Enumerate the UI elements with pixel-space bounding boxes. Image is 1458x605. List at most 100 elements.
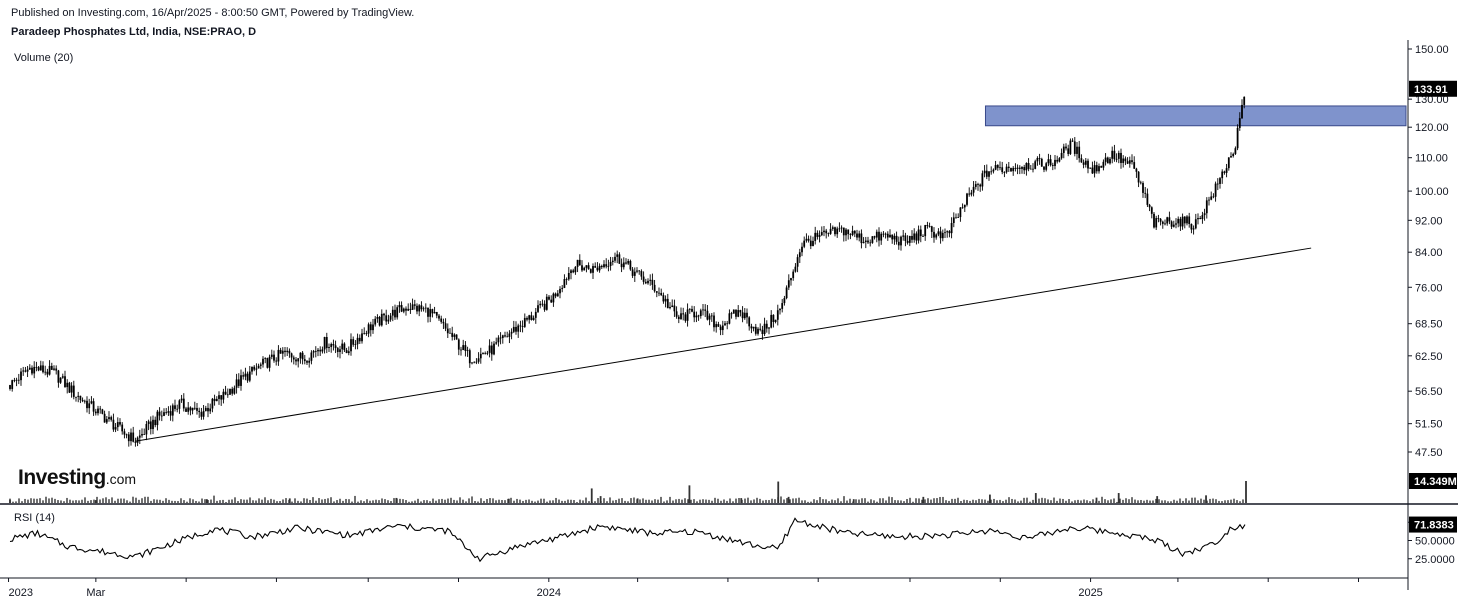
price-candle <box>255 368 258 370</box>
price-candle <box>981 173 984 187</box>
price-candle <box>578 259 581 266</box>
price-candle <box>1234 148 1237 154</box>
logo-suffix: .com <box>105 471 137 487</box>
price-candle <box>583 267 586 271</box>
volume-bar <box>762 500 764 503</box>
volume-bar <box>456 500 458 503</box>
volume-bar <box>501 500 503 503</box>
volume-bars <box>9 481 1247 503</box>
price-candle <box>64 376 66 388</box>
volume-bar <box>1209 498 1211 503</box>
volume-bar <box>159 499 161 503</box>
price-candle <box>88 403 91 409</box>
price-candle <box>699 310 702 317</box>
price-candle <box>121 424 124 432</box>
price-candle <box>134 441 137 443</box>
price-candle <box>501 335 504 338</box>
price-candle <box>1157 218 1160 219</box>
price-candle <box>908 235 911 243</box>
price-candle <box>1102 161 1105 168</box>
volume-bar <box>474 500 476 503</box>
volume-bar <box>297 500 299 503</box>
volume-bar <box>714 497 716 503</box>
volume-bar <box>42 500 44 503</box>
volume-bar <box>1122 499 1124 503</box>
volume-spike <box>1205 495 1207 503</box>
price-candle <box>1027 163 1030 169</box>
price-tick-label: 92.00 <box>1415 215 1443 227</box>
price-candle <box>935 234 938 238</box>
price-candle <box>607 265 610 267</box>
volume-bar <box>522 500 524 503</box>
price-candle <box>1014 167 1017 169</box>
volume-bar <box>849 498 851 503</box>
volume-spike <box>599 496 602 503</box>
price-candle <box>1203 213 1206 216</box>
volume-bar <box>792 498 794 503</box>
volume-bar <box>1206 500 1208 503</box>
price-candle <box>158 411 161 416</box>
price-candle <box>686 309 689 321</box>
price-candle <box>532 317 535 320</box>
volume-bar <box>393 498 395 503</box>
price-candle <box>61 376 64 378</box>
price-candle <box>1133 162 1136 169</box>
volume-bar <box>138 499 140 503</box>
volume-bar <box>624 500 626 503</box>
price-candle <box>827 233 830 235</box>
price-candle <box>1194 219 1197 229</box>
price-candle <box>1036 158 1039 162</box>
volume-bar <box>1128 499 1130 503</box>
price-candle <box>884 233 887 235</box>
price-candle <box>721 325 724 331</box>
volume-bar <box>492 498 494 503</box>
price-candle <box>944 232 946 234</box>
price-candle <box>515 326 517 332</box>
price-candle <box>97 408 99 414</box>
volume-bar <box>780 496 782 503</box>
logo-text: Investing <box>18 466 106 489</box>
volume-bar <box>192 499 194 503</box>
volume-bar <box>174 500 176 503</box>
price-candle <box>262 358 264 365</box>
price-candle <box>737 310 740 317</box>
price-candle <box>543 303 546 310</box>
price-candle <box>1128 160 1131 164</box>
volume-bar <box>786 498 788 503</box>
price-candle <box>477 358 480 362</box>
price-candle <box>358 337 361 342</box>
volume-bar <box>402 499 404 503</box>
volume-bar <box>540 498 542 503</box>
price-candle <box>1150 207 1153 214</box>
volume-bar <box>279 501 281 503</box>
volume-bar <box>612 500 614 503</box>
volume-bar <box>609 497 611 503</box>
volume-bar <box>1080 500 1082 503</box>
price-candle <box>959 207 962 218</box>
price-tick-label: 84.00 <box>1415 247 1443 259</box>
price-candle <box>101 409 104 414</box>
price-candle <box>1054 159 1056 166</box>
price-candle <box>110 417 113 420</box>
volume-spike <box>205 499 208 503</box>
price-candle <box>746 312 748 318</box>
price-candle <box>493 343 495 355</box>
price-candle <box>112 419 115 430</box>
price-candle <box>831 227 834 229</box>
price-candle <box>873 236 876 238</box>
price-candle <box>871 236 874 243</box>
volume-bar <box>504 500 506 503</box>
price-candle <box>946 231 949 233</box>
volume-bar <box>1140 499 1142 503</box>
volume-bar <box>1026 497 1028 503</box>
volume-bar <box>345 498 347 503</box>
price-candle <box>671 305 674 307</box>
volume-bar <box>696 501 698 503</box>
price-candle <box>55 368 58 371</box>
volume-bar <box>132 496 134 503</box>
price-candle <box>224 391 227 395</box>
price-candle <box>460 349 462 351</box>
volume-spike <box>395 497 398 503</box>
volume-bar <box>756 497 758 503</box>
